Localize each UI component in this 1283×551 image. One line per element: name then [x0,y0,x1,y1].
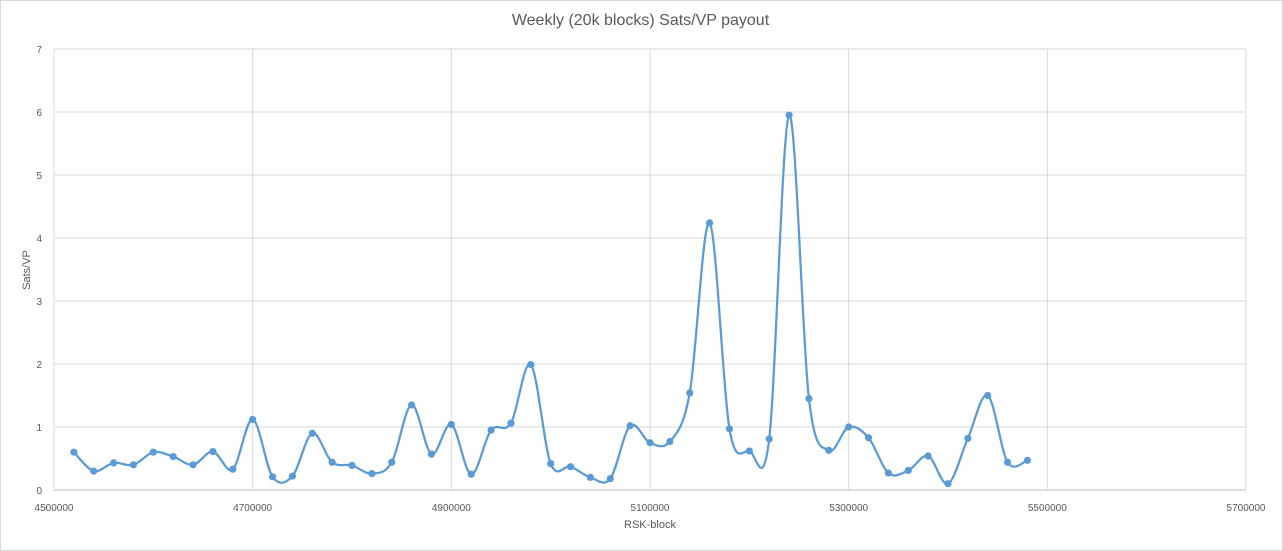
data-point [646,439,654,447]
y-tick-label: 1 [36,423,42,434]
data-point [686,389,694,397]
data-point [785,111,793,119]
data-point [90,467,98,475]
data-point [308,429,316,437]
data-point [288,472,296,480]
series-layer [70,111,1032,488]
data-point [447,420,455,429]
data-point [527,361,535,369]
x-tick-labels: 4500000 4700000 4900000 5100000 5300000 55000… [35,503,1266,514]
data-point [129,461,138,469]
data-point [745,447,753,455]
data-point [110,459,118,467]
data-point [388,458,396,466]
data-point [547,459,555,468]
data-point [586,473,595,481]
x-tick-label: 4700000 [233,503,272,514]
data-point [189,461,197,469]
data-point [368,470,376,478]
series-line [73,114,1028,485]
data-point [984,391,992,400]
data-point [487,426,495,434]
data-point [229,465,237,473]
data-point [427,450,436,458]
y-tick-label: 2 [36,360,42,371]
data-point [864,434,873,442]
y-tick-label: 3 [36,297,42,308]
y-tick-label: 4 [36,234,42,245]
x-axis-label: RSK-block [624,519,676,531]
data-point [904,466,912,475]
data-point [1004,458,1012,466]
data-point [924,452,932,460]
chart-title: Weekly (20k blocks) Sats/VP payout [511,12,770,29]
x-tick-label: 5100000 [631,503,670,514]
data-point [348,461,356,470]
data-point [328,458,336,466]
gridlines [53,48,1247,491]
y-tick-label: 6 [36,108,42,119]
data-point [805,395,813,403]
data-point [566,463,575,471]
data-point [1023,456,1032,464]
data-point [825,446,833,454]
data-point [725,425,734,433]
x-tick-label: 5700000 [1227,503,1266,514]
data-point [845,423,853,431]
y-tick-label: 5 [36,171,42,182]
data-point [209,447,217,456]
data-point [666,437,674,446]
data-point [268,473,277,481]
data-point [467,470,475,478]
data-point [169,453,177,461]
data-point [249,415,257,424]
x-tick-label: 5500000 [1028,503,1067,514]
data-point [626,422,634,430]
data-point [765,435,773,443]
data-point [507,419,515,427]
data-point [606,475,614,483]
y-tick-label: 0 [36,486,42,497]
data-point [70,448,78,456]
data-point [944,480,952,488]
x-tick-label: 5300000 [829,503,868,514]
x-tick-label: 4900000 [432,503,471,514]
data-point [964,434,972,442]
data-point [706,219,714,227]
x-tick-label: 4500000 [35,503,74,514]
y-tick-labels: 0 1 2 3 4 5 6 7 [36,45,42,497]
data-point [884,469,893,477]
y-tick-label: 7 [36,45,42,56]
data-point [149,448,157,456]
data-point [408,401,416,409]
